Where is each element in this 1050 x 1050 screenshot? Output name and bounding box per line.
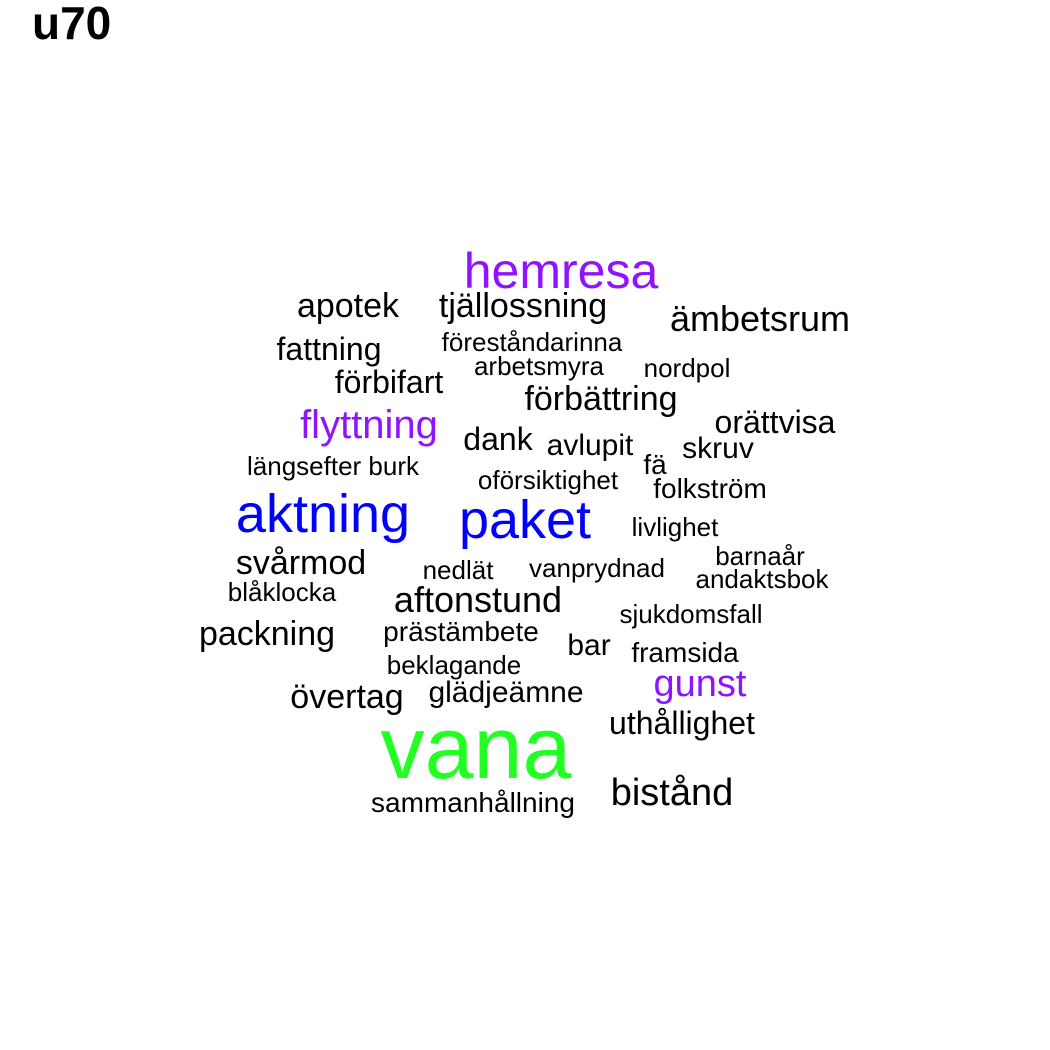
- word-prastambete: prästämbete: [383, 616, 539, 647]
- word-framsida: framsida: [631, 637, 739, 668]
- page-title: u70: [32, 0, 112, 49]
- word-fa: fä: [643, 449, 667, 480]
- word-langsefter-burk-line: längsefter burk: [247, 453, 419, 479]
- word-ambetsrum: ämbetsrum: [669, 298, 851, 339]
- word-folkstrom: folkström: [653, 473, 767, 504]
- word-forbattring: förbättring: [524, 380, 678, 418]
- word-nordpol: nordpol: [643, 353, 731, 383]
- word-avlupit: avlupit: [546, 429, 634, 462]
- word-orattvisa: orättvisa: [714, 404, 836, 440]
- word-fattning: fattning: [276, 331, 382, 367]
- word-arbetsmyra: arbetsmyra: [473, 351, 605, 381]
- word-sammanhallning: sammanhållning: [371, 787, 575, 818]
- word-forbifart: förbifart: [334, 364, 444, 400]
- word-gunst: gunst: [653, 663, 747, 705]
- word-gladjeamne: glädjeämne: [428, 676, 584, 709]
- word-vana: vana: [380, 698, 572, 797]
- word-burk: burk: [368, 451, 419, 481]
- word-langsefter: längsefter: [247, 451, 362, 481]
- word-beklagande: beklagande: [386, 650, 522, 680]
- word-bar: bar: [567, 629, 611, 662]
- word-barnaar: barnaår: [715, 541, 805, 571]
- word-overtag: övertag: [290, 678, 404, 716]
- word-forestandarinna: föreståndarinna: [441, 327, 623, 357]
- word-tjallossning: tjällossning: [438, 287, 608, 325]
- word-livlighet: livlighet: [631, 512, 719, 542]
- word-flyttning: flyttning: [300, 403, 438, 447]
- word-svarmod: svårmod: [235, 544, 367, 582]
- word-nedlat: nedlät: [422, 555, 494, 585]
- word-aftonstund: aftonstund: [393, 579, 563, 620]
- word-uthallighet: uthållighet: [609, 705, 755, 741]
- word-packning: packning: [198, 615, 336, 653]
- word-paket: paket: [458, 490, 592, 550]
- word-sjukdomsfall: sjukdomsfall: [619, 599, 763, 629]
- word-aktning: aktning: [235, 484, 411, 544]
- word-bistand: bistånd: [610, 772, 734, 814]
- word-dank: dank: [463, 421, 533, 457]
- word-oforsiktighet: oförsiktighet: [477, 465, 619, 495]
- word-blaklocka: blåklocka: [227, 577, 337, 607]
- word-skruv: skruv: [682, 432, 754, 465]
- word-vanprydnad: vanprydnad: [529, 553, 665, 583]
- word-apotek: apotek: [296, 287, 400, 325]
- word-hemresa: hemresa: [463, 243, 659, 299]
- word-andaktsbok: andaktsbok: [695, 564, 829, 594]
